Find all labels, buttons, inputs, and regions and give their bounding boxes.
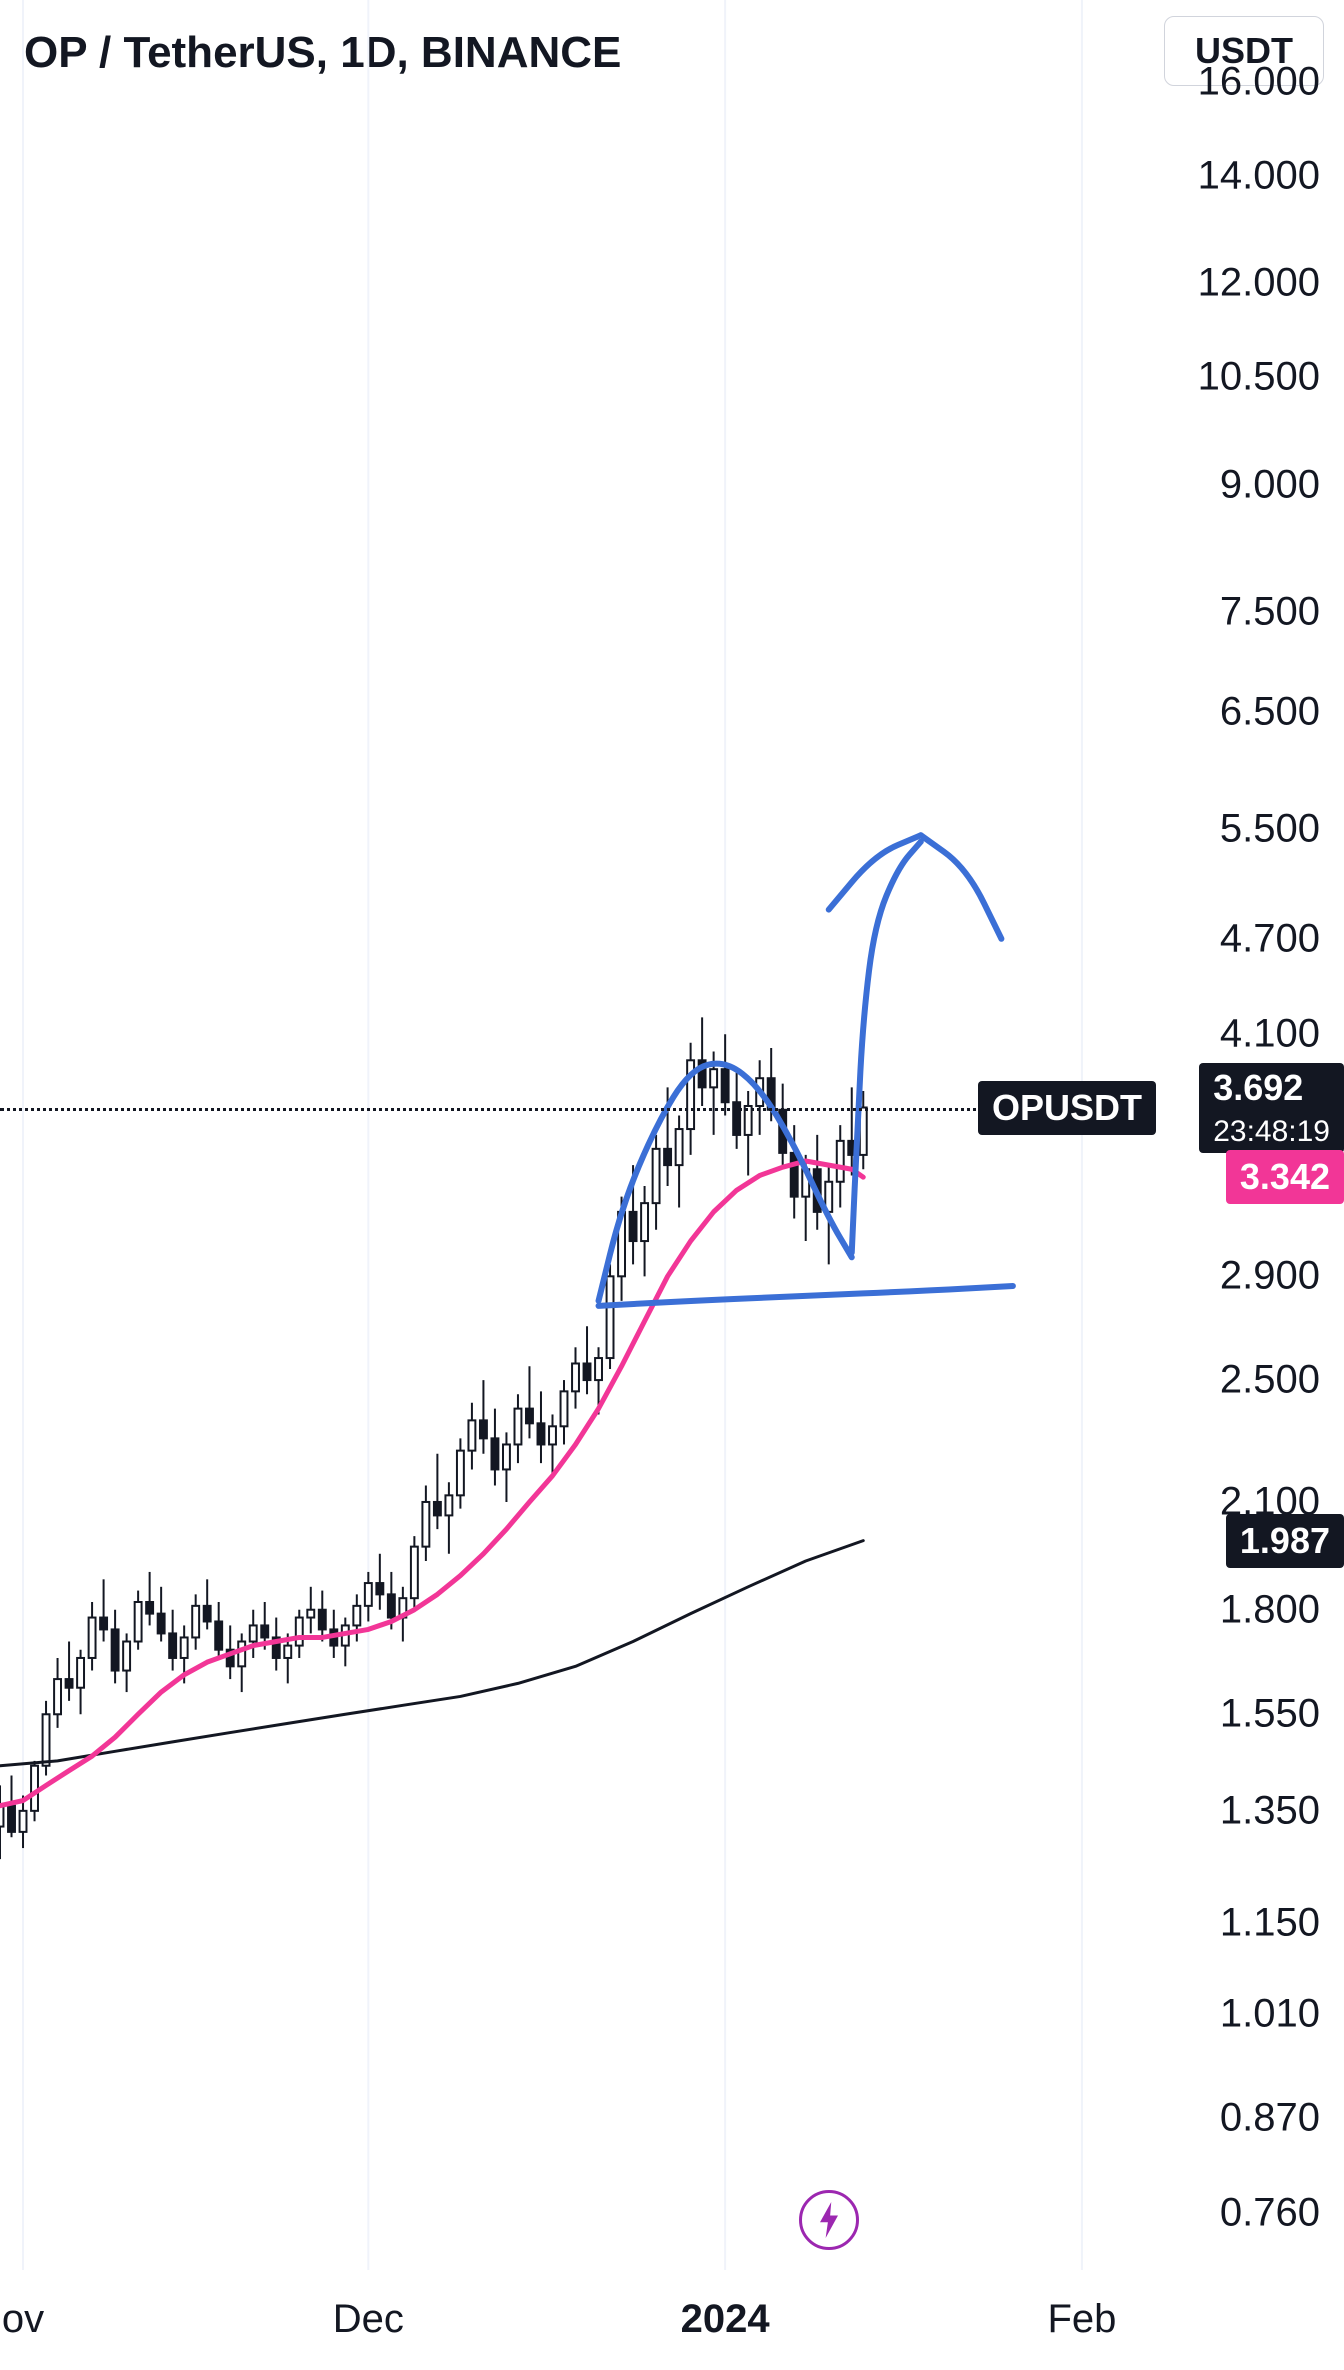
y-tick-label: 0.870 [1220,2096,1320,2141]
y-tick-label: 7.500 [1220,590,1320,635]
symbol-tag-label: OPUSDT [992,1087,1142,1128]
symbol-tag: OPUSDT [978,1081,1156,1135]
y-tick-label: 6.500 [1220,690,1320,735]
y-tick-label: 9.000 [1220,462,1320,507]
y-tick-label: 1.800 [1220,1587,1320,1632]
chart-container: OP / TetherUS, 1D, BINANCE USDT 16.00014… [0,0,1344,2370]
x-tick-label: ov [2,2297,44,2342]
current-price-value: 3.692 [1199,1063,1344,1113]
x-tick-label: 2024 [681,2297,770,2342]
y-tick-label: 10.500 [1198,354,1320,399]
lightning-icon[interactable] [799,2190,859,2250]
y-tick-label: 14.000 [1198,153,1320,198]
y-tick-label: 2.900 [1220,1254,1320,1299]
x-tick-label: Feb [1047,2297,1116,2342]
y-axis[interactable]: 16.000 14.000 12.000 10.500 9.000 7.500 6.500 5… [1128,0,1344,2270]
drawing-svg [0,0,1128,2270]
y-tick-label: 1.550 [1220,1692,1320,1737]
ma-black-tag: 1.987 [1226,1514,1344,1568]
y-tick-label: 5.500 [1220,806,1320,851]
countdown-timer: 23:48:19 [1199,1113,1344,1153]
y-tick-label: 2.500 [1220,1358,1320,1403]
plot-area[interactable] [0,0,1128,2270]
y-tick-label: 4.100 [1220,1012,1320,1057]
y-tick-label: 1.350 [1220,1788,1320,1833]
y-tick-label: 12.000 [1198,261,1320,306]
ma-pink-tag: 3.342 [1226,1150,1344,1204]
current-price-line [0,1108,1128,1111]
x-axis[interactable]: ov Dec 2024 Feb [0,2270,1344,2370]
y-tick-label: 1.010 [1220,1991,1320,2036]
y-tick-label: 0.760 [1220,2190,1320,2235]
current-price-tag: 3.69223:48:19 [1199,1063,1344,1153]
y-tick-label: 4.700 [1220,916,1320,961]
x-tick-label: Dec [333,2297,404,2342]
y-tick-label: 16.000 [1198,60,1320,105]
y-tick-label: 1.150 [1220,1900,1320,1945]
